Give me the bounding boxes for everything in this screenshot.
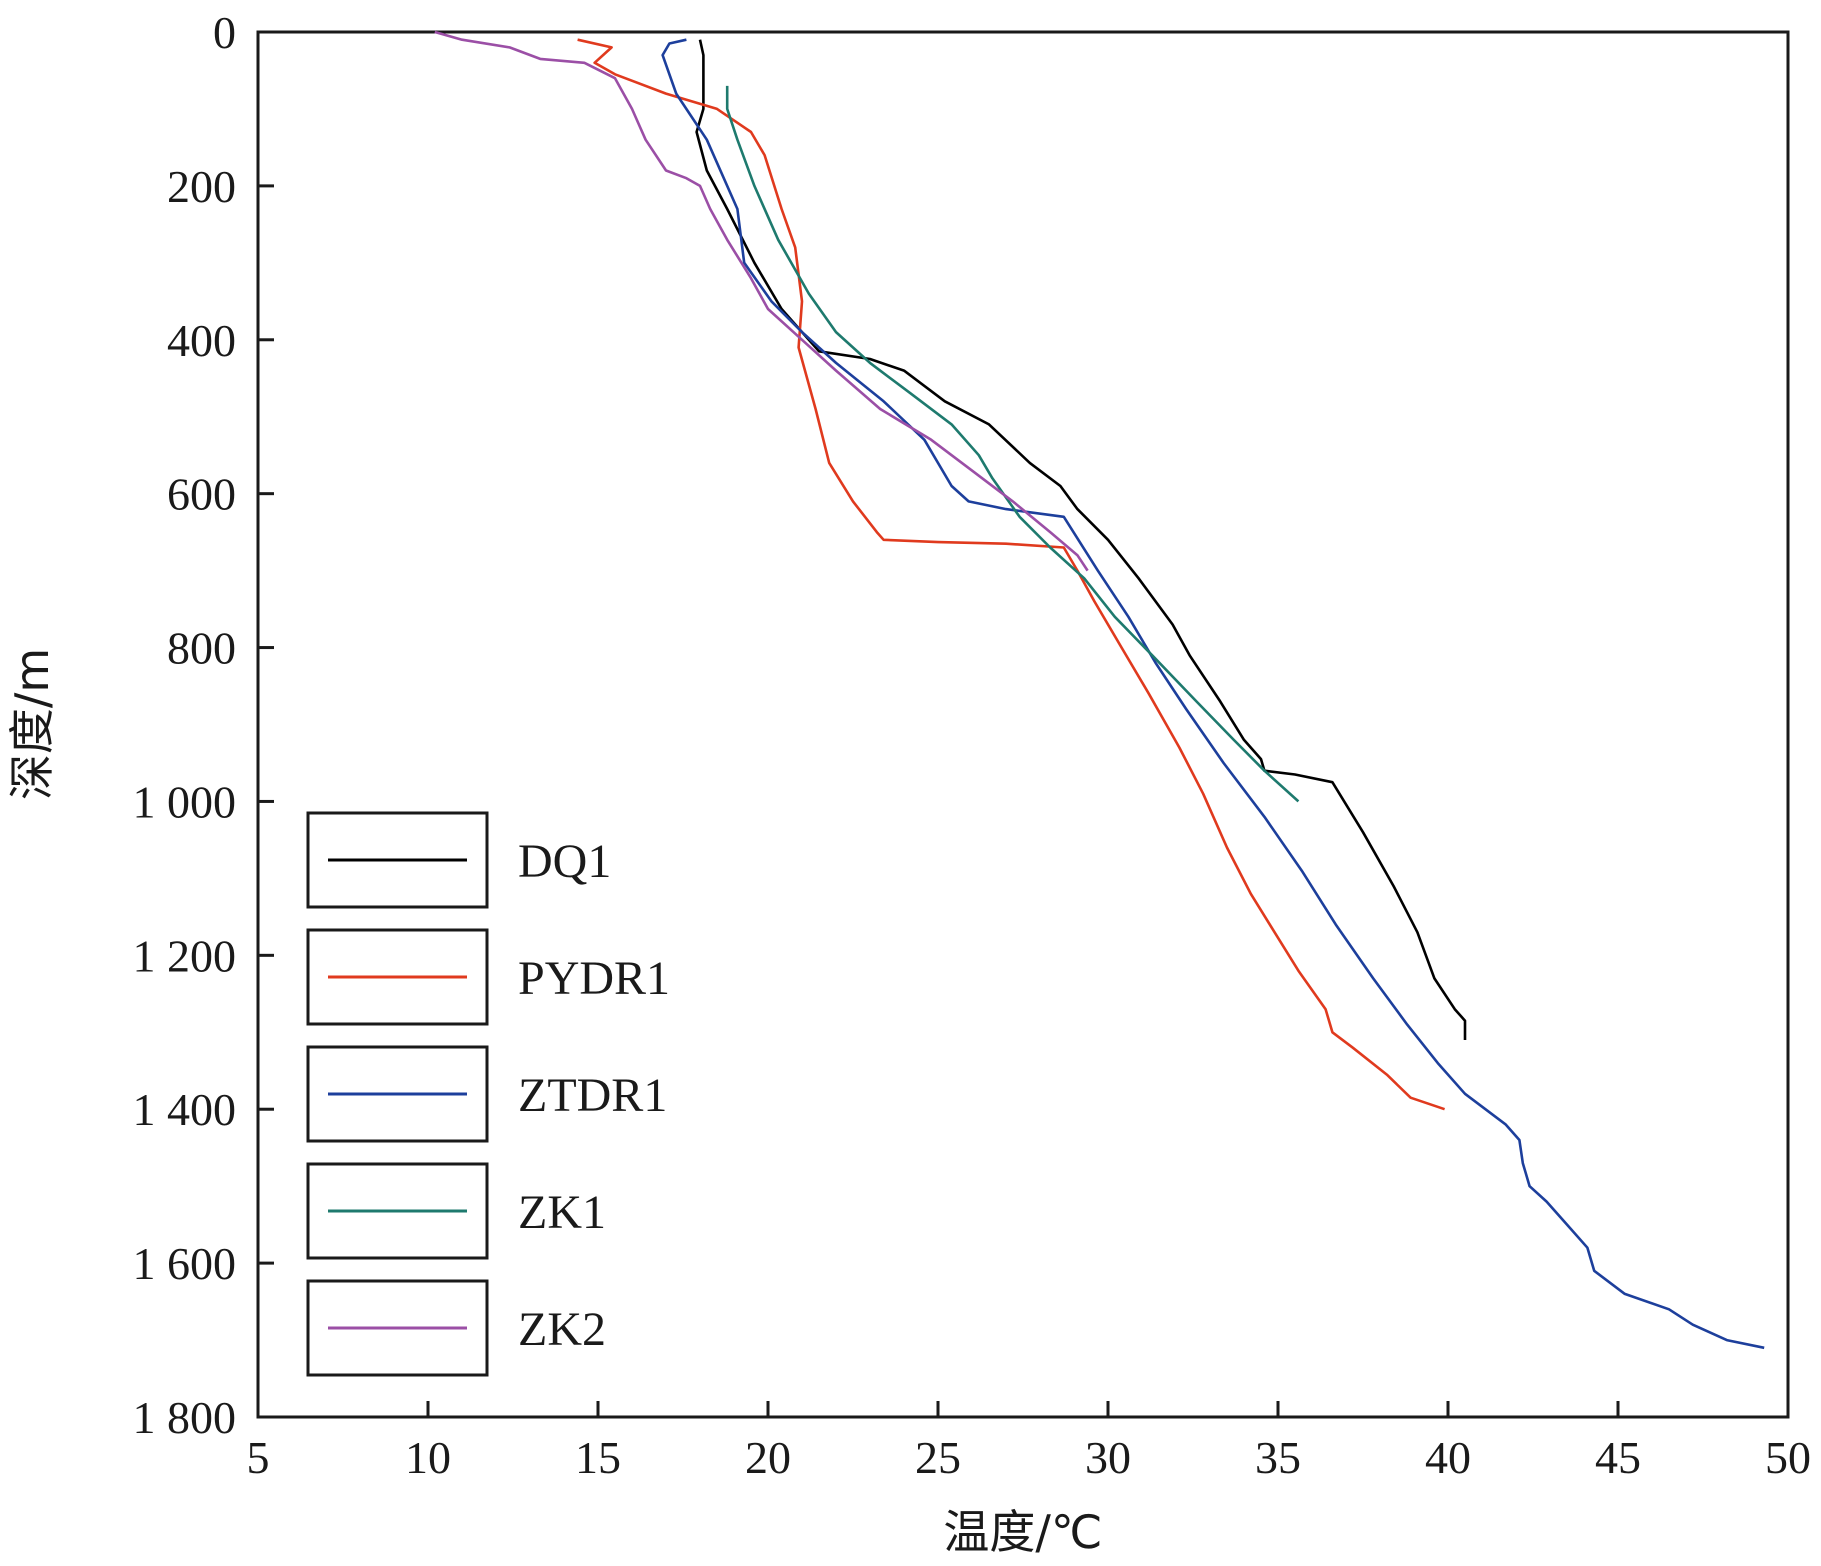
series-line-pydr1 xyxy=(577,38,1446,1111)
x-tick-label: 35 xyxy=(1255,1432,1301,1483)
x-tick-label: 5 xyxy=(247,1432,270,1483)
x-tick-label: 45 xyxy=(1595,1432,1641,1483)
legend-label: ZTDR1 xyxy=(518,1069,667,1122)
x-tick-label: 10 xyxy=(405,1432,451,1483)
legend-label: DQ1 xyxy=(518,835,611,888)
x-axis-title: 温度/℃ xyxy=(943,1505,1102,1559)
x-tick-label: 15 xyxy=(575,1432,621,1483)
legend-item-pydr1: PYDR1 xyxy=(306,928,670,1026)
x-tick-label: 40 xyxy=(1425,1432,1471,1483)
legend: DQ1 PYDR1 ZTDR1 ZK1 ZK2 xyxy=(306,811,670,1377)
y-tick-label: 1 000 xyxy=(133,776,237,827)
series-line-ztdr1 xyxy=(661,38,1765,1350)
y-tick-label: 400 xyxy=(167,315,236,366)
legend-item-zk2: ZK2 xyxy=(306,1279,606,1377)
y-tick-label: 1 200 xyxy=(133,930,237,981)
y-tick-label: 1 600 xyxy=(133,1238,237,1289)
y-tick-label: 0 xyxy=(213,7,236,58)
x-tick-label: 25 xyxy=(915,1432,961,1483)
y-tick-label: 600 xyxy=(167,469,236,520)
legend-label: PYDR1 xyxy=(518,952,670,1005)
x-tick-label: 30 xyxy=(1085,1432,1131,1483)
series-line-dq1 xyxy=(695,39,1467,1040)
legend-item-zk1: ZK1 xyxy=(306,1162,606,1260)
y-tick-label: 200 xyxy=(167,161,236,212)
x-tick-label: 50 xyxy=(1765,1432,1811,1483)
y-tick-label: 800 xyxy=(167,623,236,674)
legend-label: ZK1 xyxy=(518,1186,606,1239)
y-tick-label: 1 400 xyxy=(133,1084,237,1135)
y-tick-label: 1 800 xyxy=(133,1392,237,1443)
y-axis-title: 深度/m xyxy=(5,648,59,800)
series-line-zk2 xyxy=(434,30,1089,572)
x-tick-label: 20 xyxy=(745,1432,791,1483)
y-axis: 0 200 400 600 800 1 000 1 200 1 400 1 600 1 800 xyxy=(133,7,274,1443)
x-axis: 5 10 15 20 25 30 35 40 45 50 xyxy=(247,1401,1811,1483)
legend-item-dq1: DQ1 xyxy=(306,811,611,909)
legend-label: ZK2 xyxy=(518,1303,606,1356)
series-lines xyxy=(434,30,1765,1350)
plot-frame xyxy=(256,30,1790,1419)
legend-item-ztdr1: ZTDR1 xyxy=(306,1045,667,1143)
series-line-zk1 xyxy=(725,85,1300,803)
